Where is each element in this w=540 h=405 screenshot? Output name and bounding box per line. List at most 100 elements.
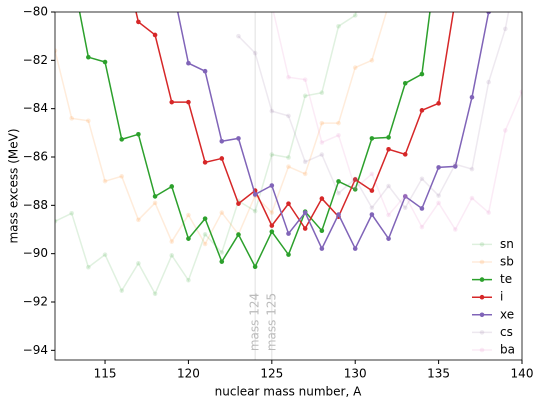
x-axis-label: nuclear mass number, A xyxy=(215,385,362,399)
data-point xyxy=(352,13,358,18)
data-point xyxy=(469,95,475,100)
data-point xyxy=(419,71,425,77)
data-point xyxy=(55,218,58,224)
data-point xyxy=(369,136,375,141)
data-point xyxy=(486,12,491,15)
data-point xyxy=(386,146,391,152)
data-point xyxy=(319,246,325,251)
y-tick-label: −86 xyxy=(23,150,48,164)
data-point xyxy=(369,58,375,63)
data-point xyxy=(369,171,375,177)
data-point xyxy=(486,79,491,85)
data-point xyxy=(219,138,225,144)
data-point xyxy=(252,50,258,56)
data-point xyxy=(453,0,458,2)
data-point xyxy=(269,229,275,234)
data-point xyxy=(452,161,458,167)
data-point xyxy=(503,26,508,32)
data-point xyxy=(419,206,425,211)
data-point xyxy=(252,192,258,197)
data-point xyxy=(469,166,475,172)
data-point xyxy=(336,23,341,29)
y-tick-label: −88 xyxy=(23,198,48,212)
data-point xyxy=(419,108,425,113)
data-point xyxy=(319,90,325,96)
data-point xyxy=(219,156,225,161)
data-point xyxy=(436,193,441,198)
data-point xyxy=(319,196,325,201)
data-point xyxy=(302,171,308,177)
data-point xyxy=(252,208,258,214)
data-point xyxy=(386,2,391,7)
data-point xyxy=(402,194,408,199)
data-point xyxy=(136,217,141,223)
annotation-label: mass 124 xyxy=(248,293,262,351)
data-point xyxy=(69,211,74,216)
data-point xyxy=(336,120,341,126)
data-point xyxy=(386,135,391,140)
legend-label: te xyxy=(500,272,512,286)
y-tick-label: −94 xyxy=(23,343,48,357)
data-point xyxy=(486,210,491,215)
data-point xyxy=(352,176,358,182)
data-point xyxy=(136,261,141,266)
data-point xyxy=(302,226,308,231)
data-point xyxy=(152,194,158,199)
data-point xyxy=(202,232,208,237)
data-point xyxy=(219,250,225,255)
data-point xyxy=(269,152,275,157)
legend-marker xyxy=(479,330,485,335)
data-point xyxy=(386,236,391,241)
series-line xyxy=(55,12,388,246)
legend-label: sb xyxy=(500,255,514,269)
data-point xyxy=(369,188,375,193)
data-point xyxy=(369,212,375,217)
data-point xyxy=(352,187,358,192)
data-point xyxy=(386,212,391,218)
series-line xyxy=(272,12,522,231)
data-point xyxy=(269,108,275,114)
data-point xyxy=(86,54,91,60)
data-point xyxy=(302,210,308,215)
legend-marker xyxy=(479,347,485,353)
data-point xyxy=(186,212,191,218)
data-point xyxy=(402,205,408,211)
data-point xyxy=(236,33,241,39)
data-point xyxy=(136,19,141,25)
legend-label: sn xyxy=(500,237,514,251)
data-point xyxy=(336,179,341,184)
data-point xyxy=(102,59,108,65)
data-point xyxy=(152,200,158,206)
data-point xyxy=(286,74,291,80)
data-point xyxy=(119,137,125,142)
data-point xyxy=(86,264,91,270)
data-point xyxy=(269,210,275,215)
data-point xyxy=(55,48,58,53)
data-point xyxy=(202,160,208,165)
data-point xyxy=(252,264,258,270)
data-point xyxy=(319,152,325,157)
data-point xyxy=(219,210,225,215)
data-point xyxy=(419,176,425,182)
data-point xyxy=(452,227,458,232)
legend-label: cs xyxy=(500,325,513,339)
data-point xyxy=(302,77,308,82)
data-point xyxy=(152,291,158,297)
legend-marker xyxy=(479,312,485,318)
data-point xyxy=(102,252,108,257)
x-tick-label: 125 xyxy=(260,367,283,381)
data-point xyxy=(269,183,275,188)
legend-marker xyxy=(479,242,485,247)
data-point xyxy=(169,239,175,244)
y-axis-label: mass excess (MeV) xyxy=(7,128,21,243)
data-point xyxy=(436,200,441,206)
data-point xyxy=(286,164,291,169)
legend-label: xe xyxy=(500,307,514,321)
data-point xyxy=(302,93,308,99)
data-point xyxy=(270,2,275,7)
data-point xyxy=(436,101,441,106)
y-tick-label: −90 xyxy=(23,246,48,260)
data-point xyxy=(286,252,291,257)
data-point xyxy=(169,253,175,258)
